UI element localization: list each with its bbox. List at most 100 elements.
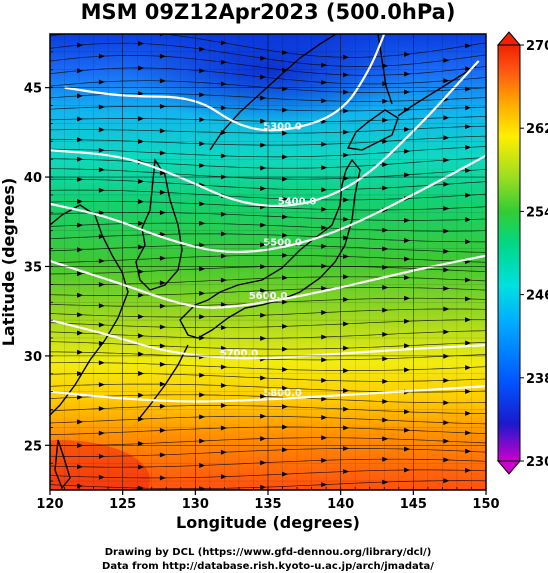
streamline-arrow bbox=[443, 228, 450, 234]
streamline-arrow bbox=[220, 325, 227, 331]
streamline-arrow bbox=[98, 53, 105, 59]
streamline-arrow bbox=[138, 333, 145, 339]
streamline-arrow bbox=[220, 253, 227, 259]
streamline-arrow bbox=[321, 334, 328, 340]
streamline-arrow bbox=[404, 409, 411, 415]
streamline-arrow bbox=[220, 474, 227, 480]
streamline-arrow bbox=[98, 147, 105, 153]
streamline-arrow bbox=[321, 357, 328, 363]
streamline-arrow bbox=[382, 162, 389, 168]
streamline-arrow bbox=[199, 163, 206, 169]
x-tick-label: 150 bbox=[472, 497, 499, 512]
streamline-arrow bbox=[77, 419, 84, 425]
streamline-arrow bbox=[321, 62, 328, 68]
streamline-arrow bbox=[199, 290, 206, 296]
streamline-arrow bbox=[260, 142, 267, 148]
streamline-arrow bbox=[382, 264, 389, 270]
streamline-arrow bbox=[159, 427, 166, 433]
height-contours bbox=[50, 34, 486, 403]
streamline-arrow bbox=[159, 150, 166, 156]
streamline-arrow bbox=[159, 403, 166, 409]
streamline-arrow bbox=[343, 152, 350, 158]
streamline-arrow bbox=[343, 296, 350, 302]
streamline-arrow bbox=[443, 206, 450, 212]
streamline-arrow bbox=[98, 79, 105, 85]
streamline-arrow bbox=[404, 89, 411, 95]
streamline-arrow bbox=[260, 436, 267, 442]
x-tick-label: 140 bbox=[327, 497, 354, 512]
coastline-korea bbox=[135, 157, 183, 291]
streamline-arrow bbox=[138, 292, 145, 298]
streamline-arrow bbox=[260, 55, 267, 61]
streamline-arrow bbox=[321, 187, 328, 193]
streamline-arrow bbox=[77, 222, 84, 228]
streamline-arrow bbox=[443, 400, 450, 406]
streamline-arrow bbox=[465, 239, 472, 245]
streamline-arrow bbox=[443, 306, 450, 312]
streamline-arrow bbox=[443, 478, 450, 484]
streamline-arrow bbox=[343, 406, 350, 412]
streamline-arrow bbox=[199, 372, 206, 378]
streamline-arrow bbox=[465, 317, 472, 323]
streamline-arrow bbox=[382, 479, 389, 485]
streamline-arrow bbox=[220, 364, 227, 370]
x-axis-ticks: 120 125 130 135 140 145 150 bbox=[36, 487, 500, 512]
streamline-arrow bbox=[220, 105, 227, 111]
streamline-arrow bbox=[343, 368, 350, 374]
streamline-arrow bbox=[159, 210, 166, 216]
streamline-arrow bbox=[77, 68, 84, 74]
credit-data: Data from http://database.rish.kyoto-u.a… bbox=[102, 561, 434, 572]
streamline-arrow bbox=[281, 130, 288, 136]
streamline-arrow bbox=[404, 217, 411, 223]
streamline-arrow bbox=[260, 312, 267, 318]
colorbar-tick-label: 238 bbox=[526, 372, 548, 387]
streamline-arrow bbox=[404, 71, 411, 77]
streamline-arrow bbox=[159, 103, 166, 109]
streamline-arrow bbox=[77, 42, 84, 48]
streamline-arrow bbox=[382, 227, 389, 233]
streamline-arrow bbox=[220, 425, 227, 431]
streamline-arrow bbox=[98, 258, 105, 264]
streamline-arrow bbox=[382, 98, 389, 104]
coastline-ryukyu bbox=[137, 344, 189, 421]
streamline-arrow bbox=[281, 323, 288, 329]
streamline-arrow bbox=[199, 462, 206, 468]
streamline-arrow bbox=[343, 345, 350, 351]
streamline-arrow bbox=[138, 138, 145, 144]
contour-line bbox=[50, 385, 486, 403]
chart-title: MSM 09Z12Apr2023 (500.0hPa) bbox=[81, 0, 456, 24]
streamline-arrow bbox=[138, 199, 145, 205]
streamline-arrow bbox=[443, 135, 450, 141]
streamline-arrow bbox=[281, 252, 288, 258]
streamline-arrow bbox=[343, 216, 350, 222]
streamline-arrow bbox=[98, 187, 105, 193]
streamline-arrow bbox=[281, 404, 288, 410]
coastlines bbox=[50, 34, 477, 490]
streamline-arrow bbox=[343, 388, 350, 394]
colorbar-ticks: 270 262 254 246 238 230 bbox=[520, 39, 548, 470]
streamline-arrow bbox=[159, 452, 166, 458]
streamline-arrow bbox=[343, 235, 350, 241]
streamline-arrow bbox=[159, 231, 166, 237]
streamline-arrow bbox=[159, 324, 166, 330]
coastline-china bbox=[50, 204, 129, 416]
streamline-arrow bbox=[465, 296, 472, 302]
streamline-arrow bbox=[260, 222, 267, 228]
streamline-arrow bbox=[159, 53, 166, 59]
streamline-arrow bbox=[159, 381, 166, 387]
streamline-arrow bbox=[77, 176, 84, 182]
streamline-arrow bbox=[404, 126, 411, 132]
streamline-arrow bbox=[321, 243, 328, 249]
streamline-arrow bbox=[382, 331, 389, 337]
x-tick-label: 135 bbox=[254, 497, 281, 512]
streamline-arrow bbox=[77, 394, 84, 400]
streamline-arrow bbox=[343, 108, 350, 114]
contour-label: 5500.0 bbox=[263, 238, 302, 249]
streamline-arrow bbox=[199, 92, 206, 98]
streamline-arrow bbox=[465, 124, 472, 130]
streamline-arrow bbox=[159, 255, 166, 261]
streamline-arrow bbox=[321, 310, 328, 316]
streamline-arrow bbox=[281, 107, 288, 113]
x-tick-label: 120 bbox=[36, 497, 63, 512]
